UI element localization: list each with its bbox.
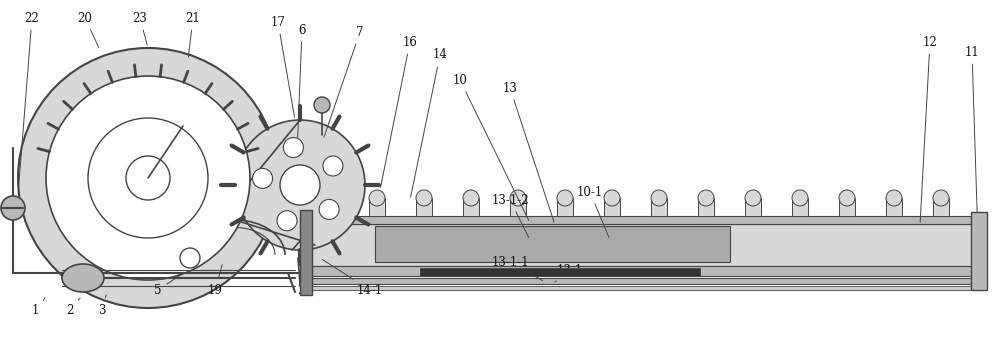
Circle shape bbox=[886, 190, 902, 206]
Text: 19: 19 bbox=[208, 265, 222, 296]
Circle shape bbox=[416, 190, 432, 206]
Bar bbox=[698, 198, 714, 216]
Text: 17: 17 bbox=[271, 16, 295, 117]
Bar bbox=[557, 198, 573, 216]
Circle shape bbox=[277, 211, 297, 231]
Circle shape bbox=[235, 120, 365, 250]
Circle shape bbox=[510, 190, 526, 206]
Bar bbox=[416, 198, 432, 216]
Text: 5: 5 bbox=[154, 274, 183, 296]
Circle shape bbox=[253, 168, 273, 188]
Circle shape bbox=[18, 48, 278, 308]
Text: 6: 6 bbox=[297, 24, 306, 152]
Circle shape bbox=[314, 97, 330, 113]
Bar bbox=[305, 224, 985, 266]
Circle shape bbox=[319, 199, 339, 220]
Text: 14: 14 bbox=[411, 48, 447, 197]
Circle shape bbox=[745, 190, 761, 206]
Text: 13-1-2: 13-1-2 bbox=[491, 193, 529, 238]
Bar bbox=[792, 198, 808, 216]
Bar bbox=[369, 198, 385, 216]
Circle shape bbox=[369, 190, 385, 206]
Text: 7: 7 bbox=[324, 25, 364, 137]
Text: 23: 23 bbox=[133, 11, 147, 45]
Bar bbox=[420, 268, 700, 276]
Text: 16: 16 bbox=[381, 35, 417, 187]
Text: 14-1: 14-1 bbox=[322, 260, 383, 296]
Bar bbox=[305, 216, 985, 224]
Bar bbox=[375, 226, 730, 262]
Text: 24: 24 bbox=[298, 261, 312, 296]
Bar bbox=[300, 210, 312, 295]
Bar bbox=[322, 198, 338, 216]
Circle shape bbox=[839, 190, 855, 206]
Bar bbox=[933, 198, 949, 216]
Text: 22: 22 bbox=[18, 11, 39, 192]
Bar bbox=[745, 198, 761, 216]
Bar bbox=[651, 198, 667, 216]
Circle shape bbox=[46, 76, 250, 280]
Text: 2: 2 bbox=[66, 298, 80, 316]
Circle shape bbox=[651, 190, 667, 206]
Text: 20: 20 bbox=[78, 11, 99, 47]
Bar bbox=[886, 198, 902, 216]
Text: 10-1: 10-1 bbox=[577, 185, 609, 237]
Bar bbox=[604, 198, 620, 216]
Circle shape bbox=[126, 156, 170, 200]
Text: 1: 1 bbox=[31, 298, 45, 316]
Text: 11: 11 bbox=[965, 46, 979, 237]
Ellipse shape bbox=[62, 264, 104, 292]
Circle shape bbox=[463, 190, 479, 206]
Bar bbox=[305, 286, 985, 290]
Circle shape bbox=[322, 190, 338, 206]
Text: 12: 12 bbox=[920, 35, 937, 222]
Circle shape bbox=[280, 165, 320, 205]
Bar bbox=[971, 212, 987, 290]
Text: 10: 10 bbox=[453, 73, 529, 221]
Circle shape bbox=[283, 137, 303, 158]
Text: 3: 3 bbox=[98, 295, 106, 316]
Bar bbox=[510, 198, 526, 216]
Text: 13-1-1: 13-1-1 bbox=[491, 255, 543, 280]
Bar bbox=[839, 198, 855, 216]
Text: 13: 13 bbox=[503, 81, 554, 222]
Circle shape bbox=[323, 156, 343, 176]
Text: 13-1: 13-1 bbox=[555, 263, 583, 282]
Circle shape bbox=[557, 190, 573, 206]
Circle shape bbox=[698, 190, 714, 206]
Text: 21: 21 bbox=[186, 11, 200, 57]
Bar bbox=[305, 278, 985, 284]
Circle shape bbox=[604, 190, 620, 206]
Circle shape bbox=[1, 196, 25, 220]
Circle shape bbox=[933, 190, 949, 206]
Bar bbox=[305, 266, 985, 276]
Circle shape bbox=[792, 190, 808, 206]
Bar bbox=[463, 198, 479, 216]
Circle shape bbox=[180, 248, 200, 268]
